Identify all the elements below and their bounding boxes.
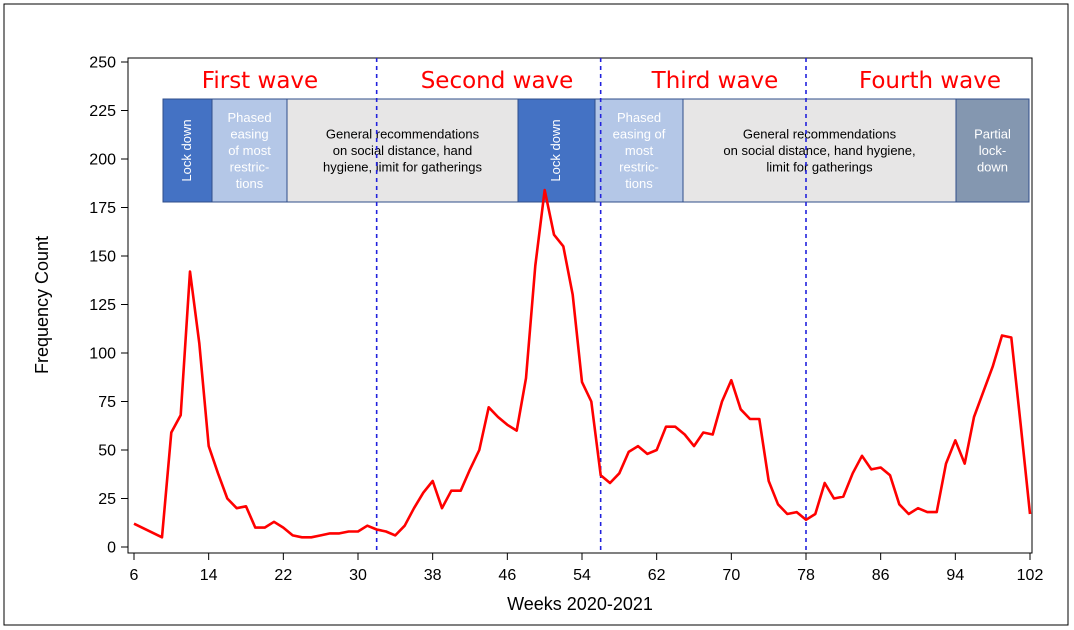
- phase-box-label: General recommendations on social distanc…: [723, 127, 915, 175]
- phase-box-background: [594, 98, 684, 203]
- y-tick-label: 225: [89, 103, 116, 120]
- x-tick-label: 102: [1017, 567, 1044, 584]
- x-axis: 6 14 22 30 38 46 54 62 70 78 86 94 102: [130, 553, 1044, 584]
- phase-box-label: General recommendations on social distanc…: [323, 127, 482, 175]
- phase-box-label: Lock down: [179, 119, 194, 181]
- phase-box-background: [955, 98, 1030, 203]
- phase-box-background: [162, 98, 213, 203]
- plot-area: [127, 57, 1033, 554]
- wave-boundaries: [375, 58, 807, 553]
- phase-box: Lock down: [517, 98, 596, 203]
- y-axis-title: Frequency Count: [32, 236, 52, 374]
- wave-label: Third wave: [651, 68, 779, 94]
- y-tick-label: 125: [89, 297, 116, 314]
- series-layer: [133, 188, 1032, 539]
- phase-box: Lock down: [162, 98, 213, 203]
- y-tick-label: 0: [107, 540, 116, 557]
- x-tick-label: 54: [573, 567, 591, 584]
- x-tick-label: 38: [424, 567, 442, 584]
- phase-box: Phased easing of most restric-tions: [594, 98, 684, 203]
- series-line: [133, 188, 1032, 539]
- x-tick-label: 86: [872, 567, 890, 584]
- y-tick-label: 50: [98, 443, 116, 460]
- x-tick-label: 30: [349, 567, 367, 584]
- y-tick-label: 150: [89, 249, 116, 266]
- x-tick-label: 14: [200, 567, 218, 584]
- wave-label: Fourth wave: [859, 68, 1001, 94]
- y-tick-label: 100: [89, 346, 116, 363]
- phase-box-label: Lock down: [548, 119, 563, 181]
- x-tick-label: 22: [274, 567, 292, 584]
- wave-label: Second wave: [421, 68, 574, 94]
- y-tick-label: 250: [89, 55, 116, 72]
- x-tick-label: 70: [722, 567, 740, 584]
- phase-box-label: Phased easing of most restric-tions: [613, 110, 666, 191]
- phase-box: General recommendations on social distanc…: [682, 98, 957, 203]
- y-tick-label: 25: [98, 491, 116, 508]
- phase-box: Phased easing of most restric-tions: [211, 98, 288, 203]
- phase-box: Partial lock-down: [955, 98, 1030, 203]
- wave-label: First wave: [202, 68, 318, 94]
- phase-box-background: [286, 98, 519, 203]
- x-tick-label: 6: [130, 567, 139, 584]
- y-tick-label: 175: [89, 200, 116, 217]
- y-tick-label: 200: [89, 152, 116, 169]
- x-axis-title: Weeks 2020-2021: [507, 594, 653, 614]
- y-tick-label: 75: [98, 394, 116, 411]
- wave-labels: First wave Second wave Third wave Fourth wa…: [202, 68, 1001, 94]
- phase-box-label: Phased easing of most restric-tions: [227, 110, 271, 191]
- x-tick-label: 46: [498, 567, 516, 584]
- x-tick-label: 62: [648, 567, 666, 584]
- y-axis: 0 25 50 75 100 125 150 175 200 225 250: [89, 55, 128, 557]
- x-tick-label: 94: [946, 567, 964, 584]
- phase-boxes: Lock down Phased easing of most restric-tion…: [162, 98, 1030, 203]
- phase-box-background: [682, 98, 957, 203]
- phase-box-label: Partial lock-down: [974, 127, 1011, 175]
- x-tick-label: 78: [797, 567, 815, 584]
- phase-box: General recommendations on social distanc…: [286, 98, 519, 203]
